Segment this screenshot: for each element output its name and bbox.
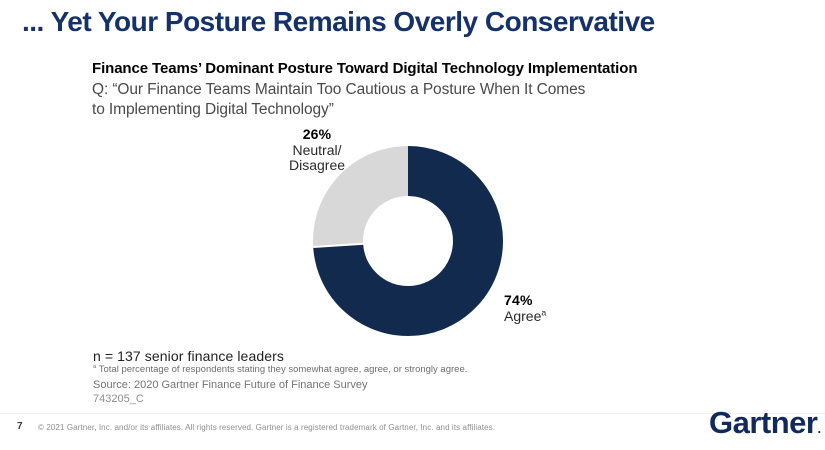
agree-label: Agreea [504, 306, 547, 324]
footnote-marker: a [93, 363, 97, 370]
donut-segment-agree [313, 146, 503, 336]
chart-title: Finance Teams’ Dominant Posture Toward D… [92, 60, 638, 77]
source-note: Source: 2020 Gartner Finance Future of F… [93, 379, 368, 391]
neutral-slice-label: 26% Neutral/ Disagree [271, 126, 363, 174]
sample-size-note: n = 137 senior finance leaders [93, 348, 284, 364]
agree-footnote-marker: a [541, 306, 547, 317]
footer-divider [0, 413, 825, 414]
page-number: 7 [17, 421, 23, 432]
donut-chart [313, 146, 503, 336]
agree-pct: 74% [504, 292, 533, 308]
neutral-pct: 26% [302, 126, 332, 142]
chart-question-line1: Q: “Our Finance Teams Maintain Too Cauti… [92, 81, 586, 98]
page-title: ... Yet Your Posture Remains Overly Cons… [22, 6, 655, 37]
chart-question: Q: “Our Finance Teams Maintain Too Cauti… [92, 80, 585, 120]
document-id: 743205_C [93, 393, 144, 405]
neutral-label-line2: Disagree [288, 157, 346, 173]
gartner-logo: Gartner. [709, 405, 821, 440]
logo-trademark-dot: . [817, 421, 821, 436]
donut-segment-separator [313, 242, 365, 248]
donut-chart-svg [313, 146, 503, 336]
neutral-label-line1: Neutral/ [292, 141, 342, 158]
copyright-text: © 2021 Gartner, Inc. and/or its affiliat… [38, 423, 496, 432]
chart-question-line2: to Implementing Digital Technology” [92, 101, 334, 118]
agree-slice-label: 74% Agreea [504, 292, 547, 324]
footnote: a Total percentage of respondents statin… [93, 363, 468, 375]
